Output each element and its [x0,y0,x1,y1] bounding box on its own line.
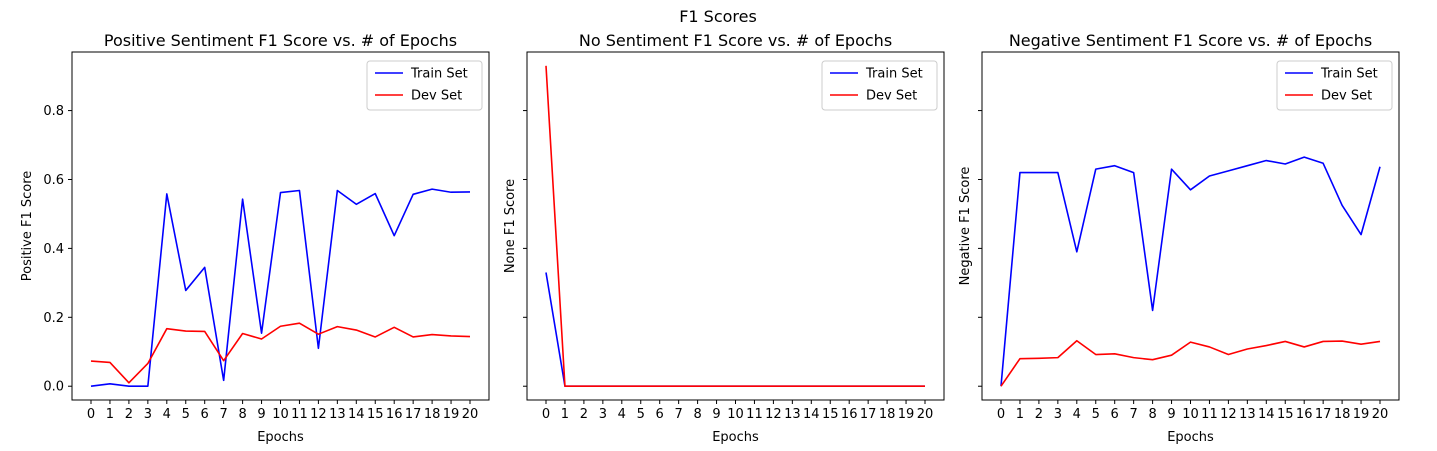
x-tick-label: 7 [675,407,683,422]
x-tick-label: 14 [803,407,820,422]
x-tick-label: 12 [1220,407,1237,422]
x-tick-label: 17 [1315,407,1332,422]
series-line-dev [90,322,471,384]
x-tick-label: 3 [144,407,152,422]
x-tick-label: 7 [220,407,228,422]
x-tick-label: 10 [727,407,744,422]
y-tick-label: 0.4 [43,242,64,257]
x-tick-label: 11 [746,407,763,422]
x-tick-label: 10 [1182,407,1199,422]
x-tick-label: 4 [1073,407,1081,422]
x-tick-label: 18 [879,407,896,422]
x-tick-label: 19 [1353,407,1370,422]
chart-title: Negative Sentiment F1 Score vs. # of Epo… [1009,31,1372,50]
x-tick-label: 10 [272,407,289,422]
x-tick-label: 17 [860,407,877,422]
x-tick-label: 9 [712,407,720,422]
series-line-dev [1000,339,1381,387]
chart-panel-1: Positive Sentiment F1 Score vs. # of Epo… [20,31,490,445]
x-tick-label: 11 [291,407,308,422]
x-tick-label: 2 [125,407,133,422]
x-tick-label: 5 [1092,407,1100,422]
legend: Train Set Dev Set [821,60,938,111]
x-tick-label: 20 [462,407,479,422]
legend: Train Set Dev Set [1276,60,1393,111]
x-tick-label: 15 [1277,407,1294,422]
x-tick-label: 9 [1167,407,1175,422]
x-tick-label: 3 [1054,407,1062,422]
chart-panel-3: Negative Sentiment F1 Score vs. # of Epo… [958,31,1400,445]
chart-title: Positive Sentiment F1 Score vs. # of Epo… [104,31,457,50]
x-tick-label: 14 [1258,407,1275,422]
x-axis-label: Epochs [712,430,759,445]
x-tick-label: 14 [348,407,365,422]
x-tick-label: 8 [238,407,246,422]
x-tick-label: 1 [1016,407,1024,422]
x-tick-label: 5 [182,407,190,422]
series-line-dev [545,65,925,388]
legend-label: Dev Set [866,89,917,104]
x-tick-label: 6 [656,407,664,422]
x-tick-label: 16 [1296,407,1313,422]
x-tick-label: 20 [1372,407,1389,422]
legend: Train Set Dev Set [366,60,483,111]
x-tick-label: 16 [386,407,403,422]
x-tick-label: 12 [310,407,327,422]
x-tick-label: 19 [443,407,460,422]
x-tick-label: 7 [1130,407,1138,422]
x-axis-label: Epochs [257,430,304,445]
chart-title: No Sentiment F1 Score vs. # of Epochs [579,31,892,50]
series-line-train [545,272,925,388]
x-tick-label: 3 [599,407,607,422]
series-line-train [1000,156,1381,387]
x-axis-label: Epochs [1167,430,1214,445]
y-axis-label: Positive F1 Score [20,171,35,282]
x-tick-label: 0 [997,407,1005,422]
x-tick-label: 20 [917,407,934,422]
x-tick-label: 18 [424,407,441,422]
x-tick-label: 2 [580,407,588,422]
x-tick-label: 11 [1201,407,1218,422]
x-tick-label: 13 [784,407,801,422]
y-axis-label: None F1 Score [503,179,518,273]
y-axis-label: Negative F1 Score [958,167,973,286]
x-tick-label: 4 [618,407,626,422]
x-tick-label: 1 [561,407,569,422]
x-tick-label: 5 [637,407,645,422]
legend-label: Train Set [1320,67,1378,82]
x-tick-label: 17 [405,407,422,422]
x-tick-label: 16 [841,407,858,422]
x-tick-label: 0 [542,407,550,422]
legend-label: Train Set [865,67,923,82]
legend-label: Dev Set [411,89,462,104]
y-tick-label: 0.0 [43,380,64,395]
x-tick-label: 8 [1148,407,1156,422]
x-tick-label: 9 [257,407,265,422]
x-tick-label: 19 [898,407,915,422]
x-tick-label: 1 [106,407,114,422]
x-tick-label: 6 [1111,407,1119,422]
y-tick-label: 0.6 [43,173,64,188]
x-tick-label: 15 [367,407,384,422]
series-line-train [90,188,471,388]
x-tick-label: 12 [765,407,782,422]
x-tick-label: 15 [822,407,839,422]
legend-label: Train Set [410,67,468,82]
y-tick-label: 0.2 [43,311,64,326]
x-tick-label: 8 [693,407,701,422]
x-tick-label: 18 [1334,407,1351,422]
figure-title: F1 Scores [679,7,757,26]
legend-label: Dev Set [1321,89,1372,104]
x-tick-label: 0 [87,407,95,422]
x-tick-label: 13 [329,407,346,422]
x-tick-label: 13 [1239,407,1256,422]
x-tick-label: 4 [163,407,171,422]
y-tick-label: 0.8 [43,104,64,119]
x-tick-label: 2 [1035,407,1043,422]
x-tick-label: 6 [201,407,209,422]
